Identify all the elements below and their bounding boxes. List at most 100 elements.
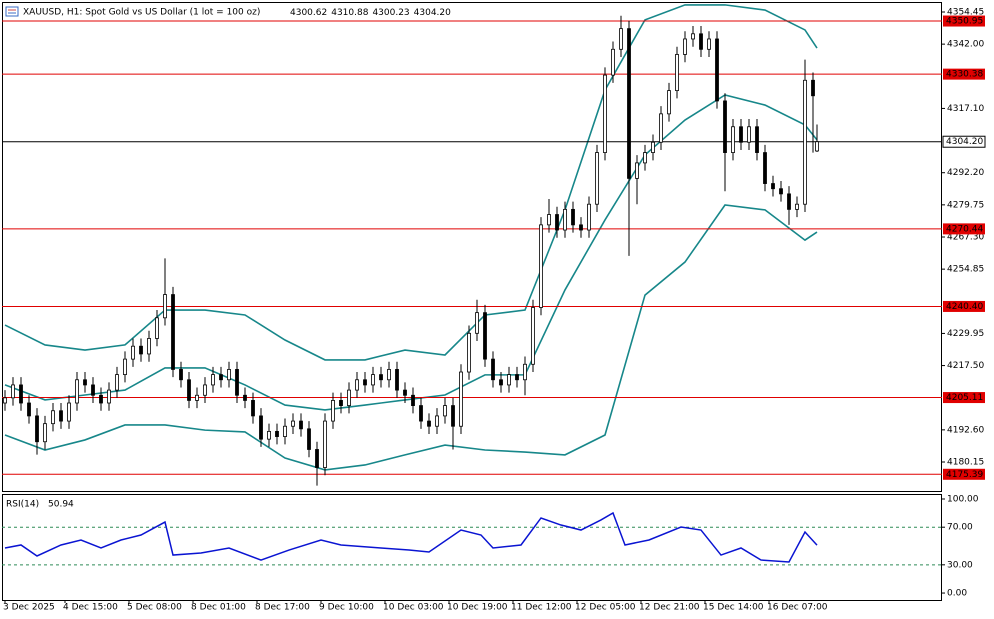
candle-body: [683, 38, 687, 55]
candle-body: [787, 193, 791, 210]
candle-body: [107, 389, 111, 404]
candle-body: [59, 410, 63, 422]
ohlc-value: 4310.88: [331, 8, 368, 18]
candle-body: [603, 74, 607, 153]
candle-body: [355, 379, 359, 391]
candle-body: [411, 394, 415, 406]
x-tick-label: 12 Dec 21:00: [639, 603, 700, 613]
candle-body: [91, 384, 95, 396]
candle-body: [427, 420, 431, 427]
candle-body: [491, 358, 495, 381]
candle-body: [131, 345, 135, 360]
candle-body: [27, 402, 31, 417]
candle-body: [363, 379, 367, 386]
candle-body: [451, 405, 455, 427]
candle-body: [635, 162, 639, 179]
candle-body: [579, 224, 583, 231]
candle-body: [667, 90, 671, 115]
candle-body: [795, 203, 799, 210]
level-label: 4350.95: [946, 17, 983, 27]
candle-body: [155, 317, 159, 339]
candle-body: [35, 415, 39, 443]
y-tick-label: 4217.50: [947, 361, 984, 371]
candle-body: [499, 379, 503, 386]
candle-body: [531, 307, 535, 365]
candle-body: [275, 431, 279, 437]
level-label: 4205.11: [946, 393, 983, 403]
candle-body: [171, 294, 175, 370]
candle-body: [571, 208, 575, 226]
candle-body: [443, 405, 447, 417]
candle-body: [619, 28, 623, 50]
candle-body: [211, 374, 215, 386]
level-label: 4240.40: [946, 302, 983, 312]
level-label: 4175.39: [946, 470, 983, 480]
candle-body: [723, 100, 727, 153]
candle-body: [299, 420, 303, 430]
x-tick-label: 9 Dec 10:00: [319, 603, 374, 613]
level-label-bg: [943, 15, 985, 27]
current-price-label-bg: [942, 135, 986, 148]
candle-body: [187, 379, 191, 401]
candle-body: [323, 420, 327, 468]
level-label-bg: [943, 392, 985, 404]
candle-body: [283, 425, 287, 437]
y-tick-label: 70.00: [947, 523, 973, 533]
y-tick-label: 4292.20: [947, 168, 984, 178]
candle-body: [595, 152, 599, 205]
candle-body: [251, 400, 255, 417]
x-tick-label: 8 Dec 01:00: [191, 603, 246, 613]
candle-body: [555, 214, 559, 231]
candle-body: [587, 203, 591, 231]
rsi-frame: [2, 494, 942, 601]
main-frame: [2, 2, 942, 492]
candle-body: [563, 208, 567, 231]
candle-body: [691, 33, 695, 40]
ohlc-value: 4300.62: [290, 8, 327, 18]
candle-body: [651, 141, 655, 153]
candle-body: [371, 374, 375, 386]
candle-body: [387, 369, 391, 381]
x-tick-label: 10 Dec 19:00: [447, 603, 508, 613]
level-label-bg: [943, 468, 985, 480]
candle-body: [243, 394, 247, 401]
chart-title: XAUUSD, H1: Spot Gold vs US Dollar (1 lo…: [23, 8, 260, 18]
candle-body: [515, 374, 519, 381]
candle-body: [331, 400, 335, 422]
rsi-line: [4, 511, 818, 563]
candle-body: [675, 54, 679, 92]
candle-body: [803, 79, 807, 205]
candle-body: [763, 152, 767, 184]
candle-body: [523, 363, 527, 381]
candle-body: [19, 384, 23, 404]
candle-body: [195, 394, 199, 401]
candle-body: [123, 358, 127, 376]
candle-body: [403, 389, 407, 396]
y-tick-label: 4254.85: [947, 265, 984, 275]
candle-body: [779, 188, 783, 195]
candle-body: [811, 79, 815, 97]
candle-body: [771, 183, 775, 190]
candle-body: [379, 374, 383, 381]
candle-body: [347, 389, 351, 406]
level-label-bg: [943, 300, 985, 312]
candle-body: [75, 379, 79, 404]
candle-body: [547, 214, 551, 226]
candle-body: [467, 332, 471, 373]
candle-body: [51, 410, 55, 425]
level-label: 4270.44: [946, 224, 983, 234]
candle-body: [611, 48, 615, 76]
candle-body: [435, 415, 439, 427]
candle-body: [643, 152, 647, 164]
candle-body: [459, 371, 463, 427]
y-tick-label: 4267.30: [947, 232, 984, 242]
bollinger-band: [4, 4, 818, 361]
ohlc-values: 4300.62 4310.88 4300.23 4304.20: [290, 8, 451, 18]
x-tick-label: 3 Dec 2025: [3, 603, 55, 613]
candle-body: [339, 400, 343, 406]
candle-body: [235, 369, 239, 396]
candle-body: [163, 294, 167, 319]
candle-body: [43, 423, 47, 443]
candle-body: [747, 126, 751, 143]
x-tick-label: 16 Dec 07:00: [767, 603, 828, 613]
